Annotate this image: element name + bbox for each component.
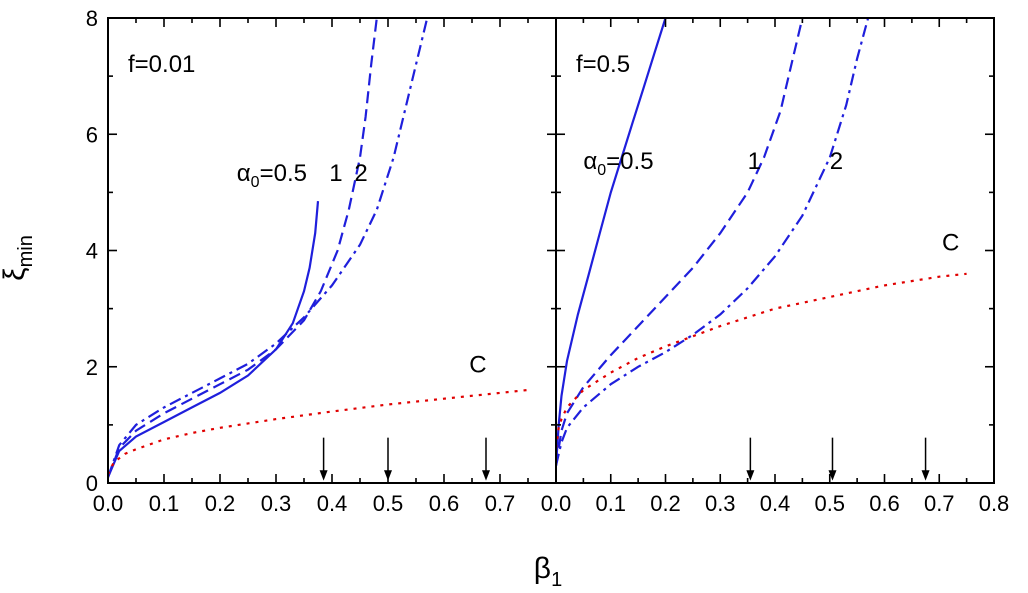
x-tick-label: 0.4 <box>760 491 791 516</box>
series-line-critical <box>108 388 529 475</box>
curve-label: C <box>469 352 486 379</box>
panel-left: 0.0 0.1 0.2 0.3 0.4 0.5 0.6 0.7 0 2 4 6 8 f=0.01 α0=0.… <box>86 6 557 516</box>
y-tick-label: 8 <box>86 6 98 31</box>
panel-right: 0.0 0.1 0.2 0.3 0.4 0.5 0.6 0.7 0.8 f=0.5 α0=0.5 1 2… <box>541 17 1010 516</box>
y-axis-title: ξmin <box>0 235 37 281</box>
x-tick-label: 0.8 <box>979 491 1010 516</box>
plot-frame <box>107 17 557 484</box>
x-tick-label: 0.6 <box>869 491 900 516</box>
y-tick-label: 6 <box>86 122 98 147</box>
curve-label: C <box>942 230 959 257</box>
curve-label: 1 <box>329 160 342 187</box>
x-tick-label: 0.6 <box>429 491 460 516</box>
x-tick-label: 0.4 <box>317 491 348 516</box>
x-tick-label: 0.2 <box>205 491 236 516</box>
series-line-alpha-2 <box>556 18 870 466</box>
x-tick-label: 0.1 <box>595 491 626 516</box>
arrow-head <box>482 470 490 481</box>
curve-label: α0=0.5 <box>583 148 653 179</box>
x-tick-label: 0.0 <box>93 491 124 516</box>
arrow-head <box>921 470 930 481</box>
series-line-critical <box>556 272 967 449</box>
panel-title: f=0.01 <box>128 51 195 78</box>
arrow-head <box>384 470 392 481</box>
series-line-alpha-1 <box>556 18 804 466</box>
x-tick-label: 0.5 <box>814 491 845 516</box>
x-axis-title: β1 <box>534 552 562 591</box>
x-tick-label: 0.3 <box>705 491 736 516</box>
series-line-alpha-1 <box>108 18 378 478</box>
plot-frame <box>555 17 995 484</box>
y-tick-label: 4 <box>86 239 98 264</box>
curve-label: 1 <box>748 148 761 175</box>
x-tick-label: 0.3 <box>261 491 292 516</box>
y-tick-label: 0 <box>86 471 98 496</box>
x-tick-label: 0.0 <box>541 491 572 516</box>
x-tick-label: 0.1 <box>149 491 180 516</box>
arrow-head <box>746 470 755 481</box>
x-tick-label: 0.5 <box>373 491 404 516</box>
series-line-alpha-2 <box>108 18 429 478</box>
x-tick-label: 0.7 <box>924 491 955 516</box>
y-tick-label: 2 <box>86 355 98 380</box>
arrow-head <box>828 470 837 481</box>
panel-title: f=0.5 <box>576 51 630 78</box>
x-tick-label: 0.7 <box>485 491 516 516</box>
x-tick-label: 0.2 <box>650 491 681 516</box>
curve-label: 2 <box>830 148 843 175</box>
series-line-alpha-0 <box>108 201 320 478</box>
series-line-alpha-0 <box>556 18 667 466</box>
curve-label: α0=0.5 <box>237 160 307 191</box>
arrow-head <box>319 470 328 481</box>
curve-label: 2 <box>354 160 367 187</box>
